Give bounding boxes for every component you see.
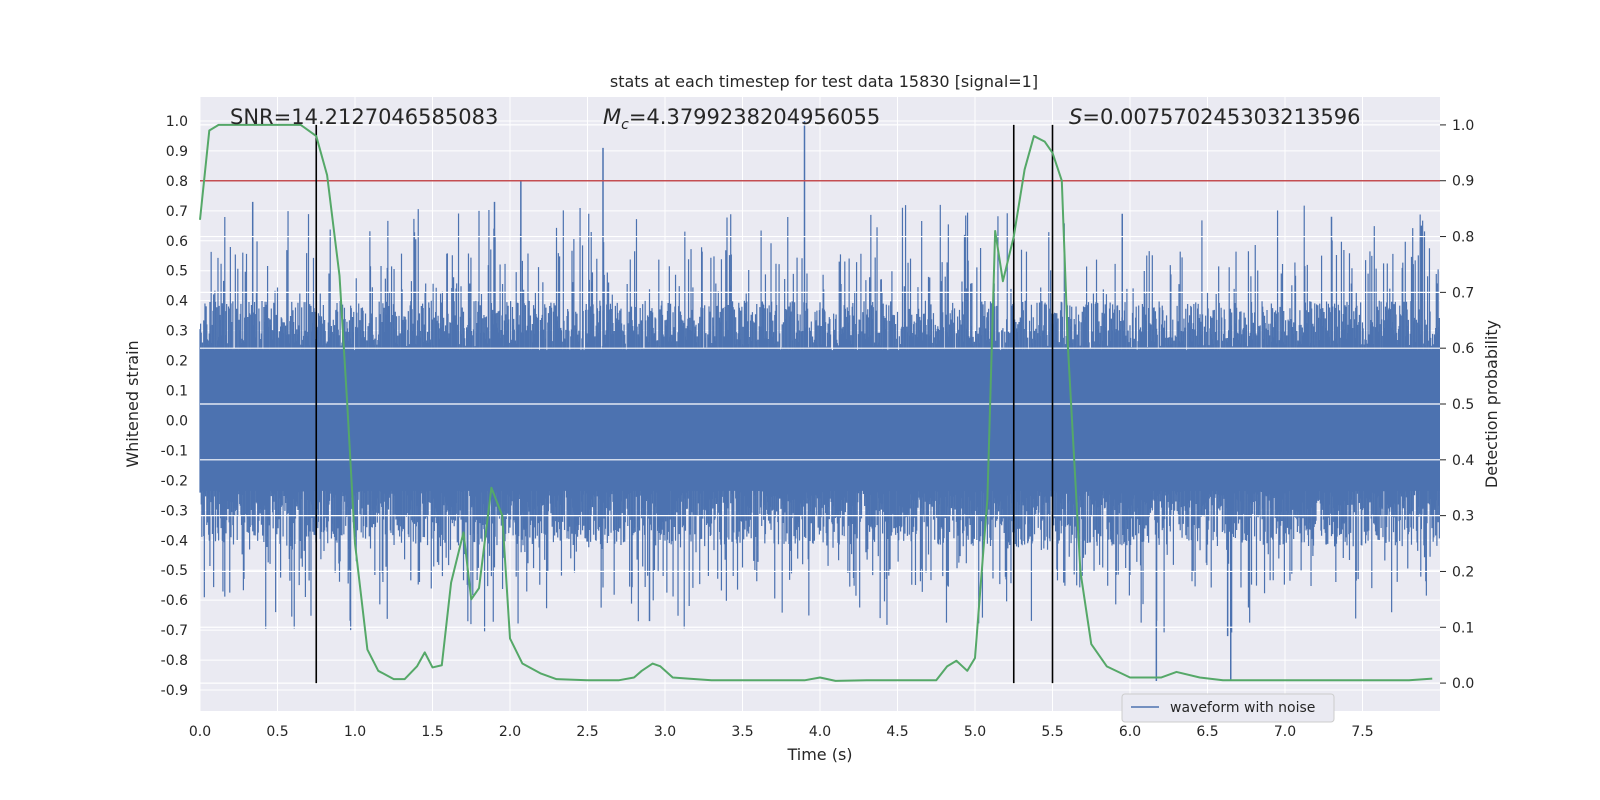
mc-annotation: Mc=4.3799238204956055 bbox=[603, 105, 880, 133]
x-tick-label: 1.0 bbox=[344, 724, 366, 740]
s-annotation: S=0.007570245303213596 bbox=[1069, 105, 1360, 129]
y-tick-label: 0.0 bbox=[166, 413, 188, 429]
y2-tick-label: 0.3 bbox=[1452, 509, 1474, 525]
mc-subscript: c bbox=[621, 117, 629, 133]
waveform-core bbox=[200, 350, 1440, 491]
vertical-markers bbox=[315, 124, 1054, 684]
y-tick-label: -0.2 bbox=[161, 473, 188, 489]
chart-title: stats at each timestep for test data 158… bbox=[610, 72, 1038, 91]
x-tick-label: 7.5 bbox=[1351, 724, 1373, 740]
snr-annotation: SNR=14.2127046585083 bbox=[230, 105, 498, 129]
y-tick-label: 0.8 bbox=[166, 174, 188, 190]
x-tick-label: 0.0 bbox=[189, 724, 211, 740]
x-tick-label: 7.0 bbox=[1274, 724, 1296, 740]
y2-tick-label: 0.1 bbox=[1452, 620, 1474, 636]
s-symbol: S bbox=[1069, 105, 1082, 129]
y-tick-label: -0.5 bbox=[161, 563, 188, 579]
x-tick-label: 2.0 bbox=[499, 724, 521, 740]
mc-value: =4.3799238204956055 bbox=[629, 105, 880, 129]
x-axis-ticks: 0.0 0.5 1.0 1.5 2.0 2.5 3.0 3.5 4.0 4.5 5.0 5.5 6.0 6… bbox=[189, 724, 1374, 740]
y-tick-label: -0.3 bbox=[161, 503, 188, 519]
x-tick-label: 5.5 bbox=[1041, 724, 1063, 740]
x-tick-label: 3.5 bbox=[731, 724, 753, 740]
y-tick-label: 0.1 bbox=[166, 384, 188, 400]
x-tick-label: 6.0 bbox=[1119, 724, 1141, 740]
s-value: =0.007570245303213596 bbox=[1082, 105, 1360, 129]
y-tick-label: 0.2 bbox=[166, 354, 188, 370]
x-tick-label: 4.0 bbox=[809, 724, 831, 740]
x-tick-label: 0.5 bbox=[266, 724, 288, 740]
y-tick-label: 0.5 bbox=[166, 264, 188, 280]
y-tick-label: -0.6 bbox=[161, 593, 188, 609]
y2-axis-label: Detection probability bbox=[1482, 320, 1501, 488]
y-tick-label: 0.7 bbox=[166, 204, 188, 220]
y2-tick-label: 0.7 bbox=[1452, 285, 1474, 301]
x-tick-label: 2.5 bbox=[576, 724, 598, 740]
y2-axis-ticks: 1.0 0.9 0.8 0.7 0.6 0.5 0.4 0.3 0.2 0.1 0.0 bbox=[1440, 118, 1474, 692]
y-tick-label: -0.1 bbox=[161, 443, 188, 459]
y2-tick-label: 0.0 bbox=[1452, 676, 1474, 692]
x-axis-label: Time (s) bbox=[786, 745, 852, 764]
y-axis-label: Whitened strain bbox=[123, 340, 142, 467]
y2-tick-label: 0.2 bbox=[1452, 564, 1474, 580]
legend: waveform with noise bbox=[1121, 693, 1335, 723]
y2-tick-label: 0.8 bbox=[1452, 230, 1474, 246]
y2-tick-label: 0.9 bbox=[1452, 174, 1474, 190]
y-tick-label: -0.4 bbox=[161, 533, 188, 549]
probability-series bbox=[199, 123, 1433, 682]
gridlines-overlay bbox=[200, 124, 1440, 684]
y2-tick-label: 1.0 bbox=[1452, 118, 1474, 134]
y-tick-label: -0.7 bbox=[161, 623, 188, 639]
mc-symbol: M bbox=[603, 105, 621, 129]
y2-tick-label: 0.6 bbox=[1452, 341, 1474, 357]
y-tick-label: 1.0 bbox=[166, 114, 188, 130]
x-tick-label: 1.5 bbox=[421, 724, 443, 740]
y-tick-label: -0.9 bbox=[161, 683, 188, 699]
legend-box bbox=[1121, 693, 1335, 723]
x-tick-label: 5.0 bbox=[964, 724, 986, 740]
waveform-series bbox=[199, 120, 1440, 682]
y-tick-label: 0.9 bbox=[166, 144, 188, 160]
x-tick-label: 3.0 bbox=[654, 724, 676, 740]
y-tick-label: -0.8 bbox=[161, 653, 188, 669]
y2-tick-label: 0.5 bbox=[1452, 397, 1474, 413]
x-tick-label: 4.5 bbox=[886, 724, 908, 740]
y2-tick-label: 0.4 bbox=[1452, 453, 1474, 469]
y-tick-label: 0.4 bbox=[166, 294, 188, 310]
x-tick-label: 6.5 bbox=[1196, 724, 1218, 740]
probability-line bbox=[199, 123, 1433, 682]
legend-label: waveform with noise bbox=[1170, 700, 1315, 716]
y-axis-ticks: 1.0 0.9 0.8 0.7 0.6 0.5 0.4 0.3 0.2 0.1 0.0 -0.1 -0.… bbox=[161, 114, 188, 699]
y-tick-label: 0.6 bbox=[166, 234, 188, 250]
y-tick-label: 0.3 bbox=[166, 324, 188, 340]
